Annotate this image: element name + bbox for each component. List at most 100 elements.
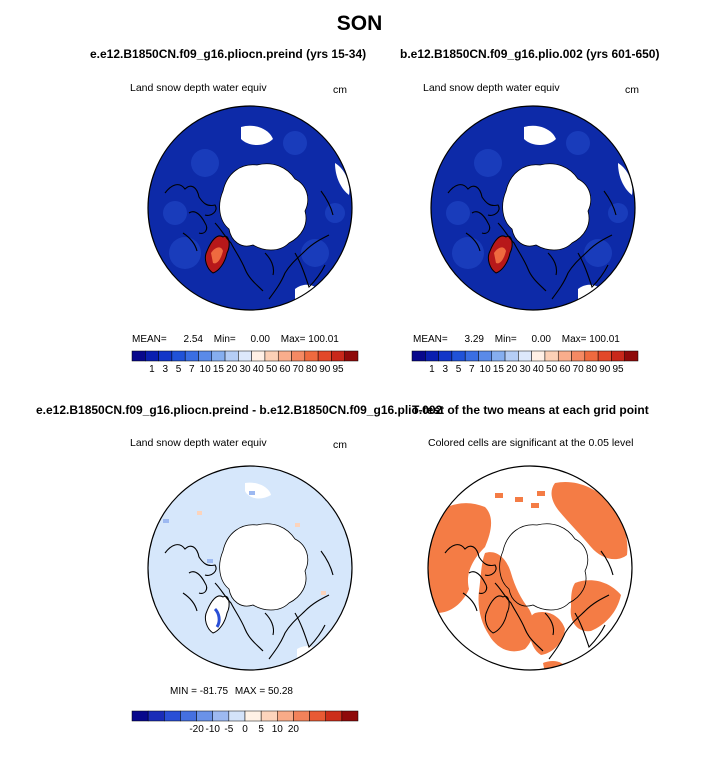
atlantic-gap	[297, 646, 319, 663]
pacific-gap	[524, 125, 556, 145]
mean-value: 2.54	[183, 334, 203, 345]
colorbar-box	[518, 350, 532, 362]
colorbar-box	[451, 350, 466, 362]
colorbar-box	[184, 350, 199, 362]
min-label: Min=	[213, 334, 236, 345]
colorbar-box	[244, 710, 262, 722]
panel-plio-colorbar: 1 3 5 7 10 15 20 30 40 50 60 70 80 90 95	[411, 350, 639, 375]
colorbar-box	[238, 350, 252, 362]
colorbar-tick-label: 30	[519, 364, 531, 375]
map-content	[148, 466, 352, 670]
panel-ttest-map	[427, 465, 633, 671]
pacific-gap	[241, 125, 273, 145]
coastline	[600, 550, 614, 576]
coastline	[468, 571, 488, 594]
colorbar-box	[624, 350, 639, 362]
colorbar-tick-label: 50	[266, 364, 278, 375]
greenland-coastline	[487, 235, 513, 274]
panel-ttest-title: T-test of the two means at each grid poi…	[412, 403, 649, 417]
colorbar-tick-label: -20	[189, 724, 204, 735]
panel-diff-stats: MIN = -81.75 MAX = 50.28	[170, 686, 293, 697]
colorbar-box	[260, 710, 278, 722]
colorbar-tick-label: 7	[189, 364, 195, 375]
colorbar-tick-label: 60	[559, 364, 571, 375]
colorbar-box	[504, 350, 519, 362]
colorbar-tick-label: 40	[253, 364, 265, 375]
significant-region	[570, 580, 621, 632]
min-value: 0.00	[531, 334, 551, 345]
panel-diff-map	[147, 465, 353, 671]
snow-patch	[301, 239, 329, 267]
colorbar-box	[491, 350, 506, 362]
colorbar-tick-label: 1	[149, 364, 155, 375]
coastline	[447, 184, 500, 216]
map-content	[428, 466, 632, 670]
snow-patch	[446, 201, 470, 225]
colorbar-box	[425, 350, 439, 362]
colorbar-box	[147, 710, 165, 722]
negative-cell	[249, 491, 255, 495]
negative-cell	[207, 559, 213, 563]
snow-patch	[191, 149, 219, 177]
colorbar-tick-label: 5	[176, 364, 182, 375]
mean-value: 3.29	[464, 334, 484, 345]
panel-ctrl-variable: Land snow depth water equiv	[130, 82, 267, 94]
colorbar-box	[158, 350, 173, 362]
pacific-gap	[335, 163, 350, 195]
colorbar-box	[544, 350, 559, 362]
coastline	[465, 232, 481, 252]
panel-plio-title: b.e12.B1850CN.f09_g16.plio.002 (yrs 601-…	[400, 47, 660, 61]
panel-diff-title: e.e12.B1850CN.f09_g16.pliocn.preind - b.…	[36, 403, 443, 417]
significant-region	[478, 552, 534, 652]
coastline	[164, 544, 217, 576]
colorbar-box	[264, 350, 279, 362]
colorbar-box	[304, 350, 319, 362]
coastline	[188, 211, 208, 234]
min-value: -81.75	[199, 686, 229, 697]
colorbar-box	[331, 350, 345, 362]
colorbar-tick-label: 95	[332, 364, 344, 375]
greenland-snow-core	[211, 247, 223, 264]
coastline	[214, 222, 264, 292]
coastlines	[444, 523, 614, 660]
coastline	[497, 222, 547, 292]
map-border	[147, 105, 353, 311]
coastline	[544, 612, 555, 636]
coastline	[188, 571, 208, 594]
greenland-coastline	[484, 595, 510, 634]
coastline	[320, 550, 334, 576]
colorbar-tick-label: 20	[226, 364, 238, 375]
colorbar-tick-label: 90	[319, 364, 331, 375]
significant-cell	[537, 491, 545, 496]
snow-patch	[163, 201, 187, 225]
panel-ctrl-units: cm	[333, 84, 347, 96]
colorbar-tick-label: 20	[288, 724, 300, 735]
coastline	[219, 523, 309, 611]
colorbar-box	[325, 710, 343, 722]
colorbar-box	[277, 710, 294, 722]
colorbar-tick-label: 5	[258, 724, 264, 735]
coastline	[294, 252, 326, 289]
panel-plio-variable: Land snow depth water equiv	[423, 82, 560, 94]
colorbar-box	[344, 350, 359, 362]
colorbar-tick-label: 70	[293, 364, 305, 375]
snow-patch	[474, 149, 502, 177]
map-border	[430, 105, 636, 311]
colorbar-box	[291, 350, 306, 362]
coastline	[462, 592, 478, 612]
coastline	[494, 582, 544, 652]
panel-ctrl-map	[147, 105, 353, 311]
coastline	[499, 523, 589, 611]
coastline	[294, 612, 326, 649]
min-label: Min=	[494, 334, 517, 345]
colorbar-box	[228, 710, 246, 722]
colorbar-tick-label: 3	[442, 364, 448, 375]
arctic-ocean	[502, 163, 591, 250]
colorbar-box	[584, 350, 599, 362]
colorbar-tick-label: 70	[573, 364, 585, 375]
greenland-coastline	[204, 595, 230, 634]
colorbar-box	[464, 350, 479, 362]
colorbar-tick-label: 15	[213, 364, 225, 375]
colorbar-tick-label: 10	[200, 364, 212, 375]
map-border	[427, 465, 633, 671]
